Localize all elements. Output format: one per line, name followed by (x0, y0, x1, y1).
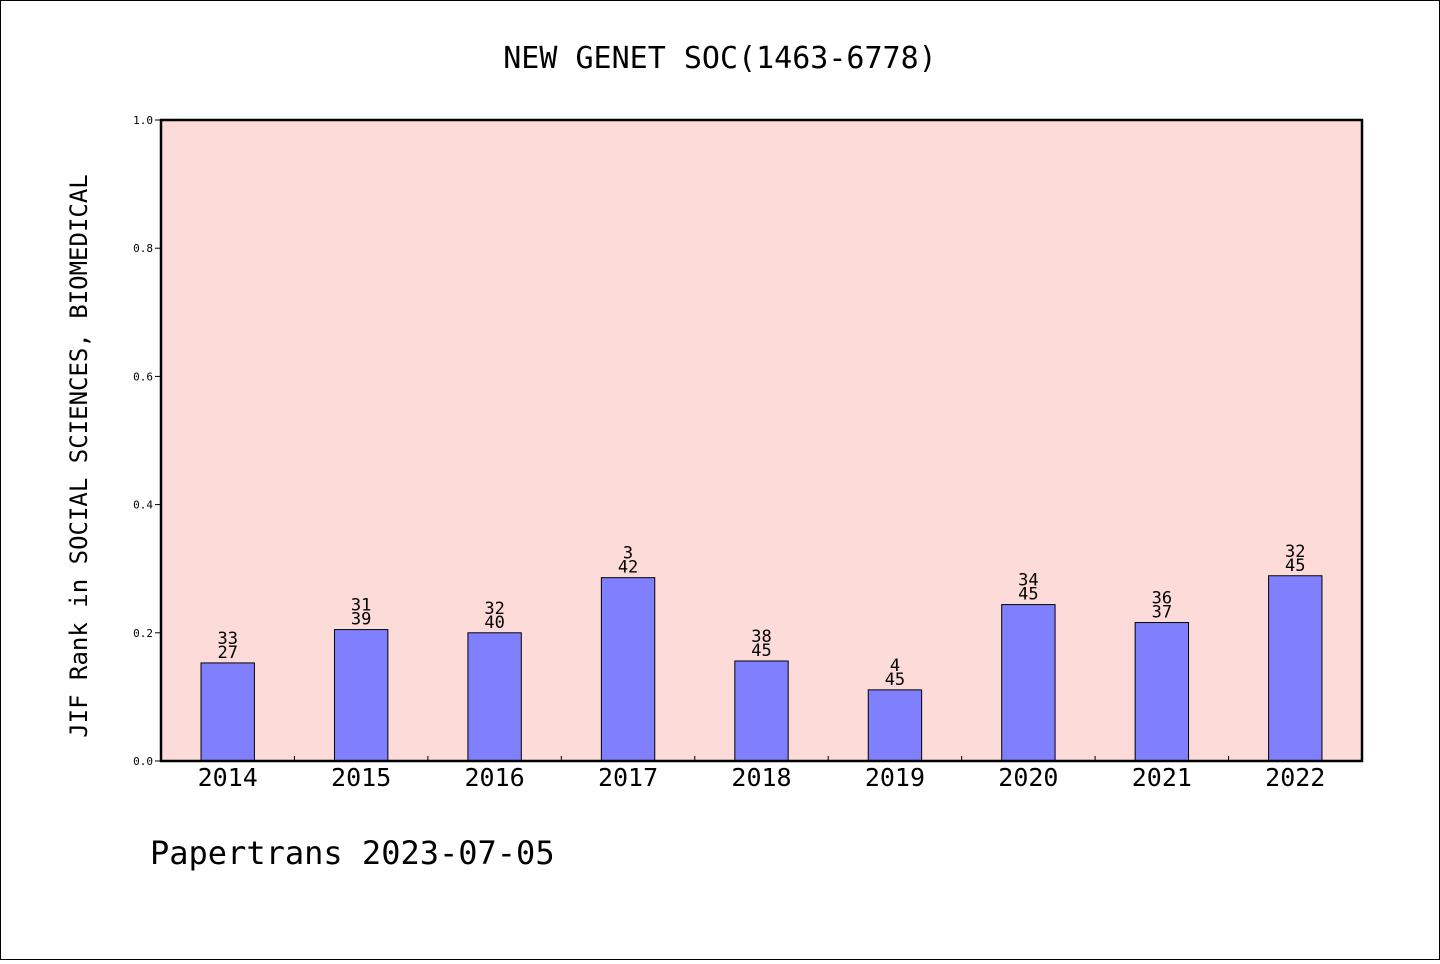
bar (200, 662, 255, 762)
y-tick-label: 0.8 (133, 242, 153, 255)
bar (467, 632, 522, 762)
bar-label-rank: 36 (1152, 589, 1172, 609)
bar (1134, 622, 1190, 762)
bars (200, 575, 1323, 762)
bar-label-total: 45 (1285, 556, 1305, 576)
bar-label-rank: 32 (1285, 542, 1305, 562)
bar-label-rank: 4 (890, 656, 900, 676)
bar-label-total: 45 (751, 641, 771, 661)
x-tick-label: 2020 (998, 763, 1058, 792)
bar (600, 577, 656, 762)
bar (333, 629, 389, 762)
bar-label-total: 27 (217, 643, 237, 663)
bar-label-rank: 38 (751, 627, 771, 647)
x-axis: 2014 2015 2016 2017 2018 2019 2020 2021 2022 (198, 756, 1325, 792)
bar-label-total: 40 (484, 613, 504, 633)
bar-label-total: 42 (618, 558, 638, 578)
bar-label-total: 37 (1152, 603, 1172, 623)
chart-title: NEW GENET SOC(1463-6778) (503, 41, 936, 76)
bar (734, 660, 789, 762)
y-axis-label: JIF Rank in SOCIAL SCIENCES, BIOMEDICAL (65, 174, 93, 738)
x-tick-label: 2018 (731, 763, 791, 792)
y-tick-label: 1.0 (133, 114, 153, 127)
bar-label-rank: 32 (484, 599, 504, 619)
y-tick-label: 0.6 (133, 370, 153, 383)
x-tick-label: 2022 (1265, 763, 1325, 792)
bar-label-rank: 3 (623, 544, 633, 564)
bar (1001, 604, 1056, 762)
x-tick-label: 2019 (865, 763, 925, 792)
x-tick-label: 2017 (598, 763, 658, 792)
footer-text: Papertrans 2023-07-05 (150, 834, 555, 872)
bar-label-total: 39 (351, 610, 371, 630)
bar-label-rank: 34 (1018, 571, 1038, 591)
bar-label-total: 45 (885, 670, 905, 690)
bar (867, 689, 923, 762)
x-tick-label: 2016 (465, 763, 525, 792)
bar-label-total: 45 (1018, 585, 1038, 605)
y-tick-label: 0.4 (133, 499, 153, 512)
x-tick-label: 2014 (198, 763, 258, 792)
x-tick-label: 2021 (1132, 763, 1192, 792)
bar (1268, 575, 1323, 762)
bar-label-rank: 33 (217, 629, 237, 649)
y-tick-label: 0.0 (133, 755, 153, 768)
plot-border (159, 118, 1364, 763)
x-tick-label: 2015 (331, 763, 391, 792)
y-tick-label: 0.2 (133, 627, 153, 640)
y-axis: 0.0 0.2 0.4 0.6 0.8 1.0 (133, 114, 161, 768)
bar-label-rank: 31 (351, 596, 371, 616)
